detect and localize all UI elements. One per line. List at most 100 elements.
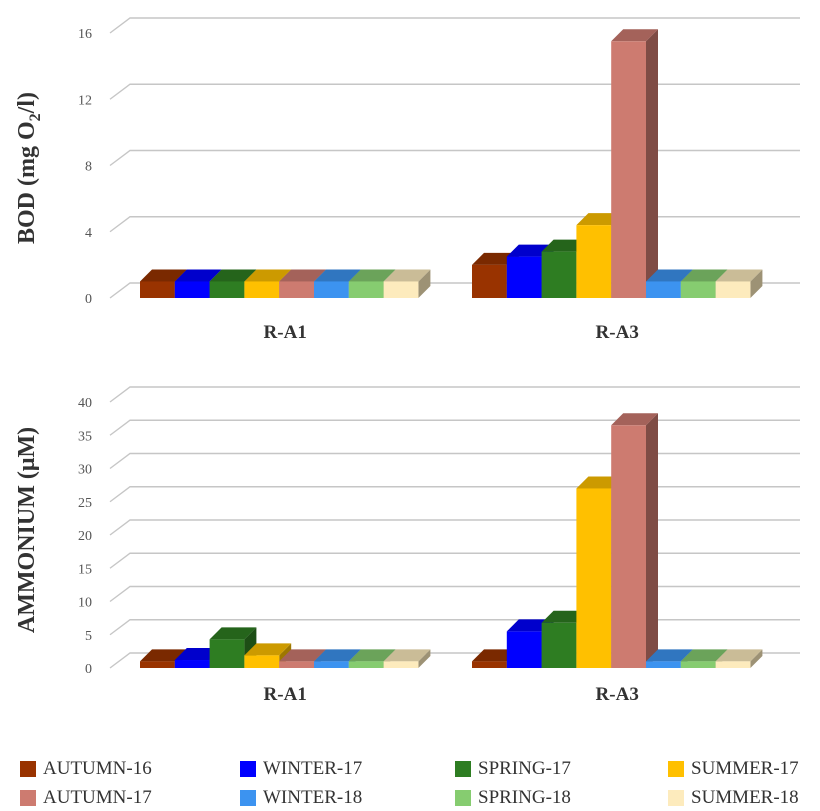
bar-top: [383, 269, 431, 282]
gridline: [109, 386, 800, 403]
bar: [506, 256, 542, 298]
bar-side: [750, 269, 763, 298]
legend-swatch: [455, 761, 471, 777]
category-label: R-A3: [596, 322, 639, 343]
legend-item-spring-18: SPRING-18: [455, 785, 571, 811]
legend-item-autumn-17: AUTUMN-17: [20, 785, 152, 811]
legend-item-spring-17: SPRING-17: [455, 756, 571, 782]
legend-item-winter-17: WINTER-17: [240, 756, 362, 782]
bar: [140, 661, 175, 668]
y-tick-label: 35: [78, 429, 92, 444]
y-tick-label: 30: [78, 463, 92, 478]
bar-top: [140, 269, 187, 282]
bar-top: [646, 649, 693, 662]
bar-top: [209, 627, 257, 640]
bar: [279, 661, 314, 668]
bar: [506, 631, 542, 668]
bar: [715, 661, 751, 668]
gridline: [109, 585, 800, 603]
bar: [314, 661, 349, 668]
category-label: R-A1: [264, 322, 307, 343]
bar-top: [348, 269, 396, 282]
bar: [680, 661, 716, 668]
bar: [611, 425, 646, 668]
bar-top: [646, 269, 693, 282]
bar: [680, 281, 716, 298]
bar: [383, 281, 419, 298]
gridline: [109, 486, 800, 503]
bar-top: [715, 269, 763, 282]
legend-swatch: [668, 761, 684, 777]
legend-label: SUMMER-17: [691, 758, 799, 779]
bar: [576, 225, 612, 298]
bar: [314, 281, 349, 298]
bar-top: [314, 269, 361, 282]
bar-side: [646, 29, 658, 298]
legend-swatch: [240, 761, 256, 777]
bar: [279, 281, 314, 298]
bar: [348, 661, 384, 668]
bar-top: [680, 269, 728, 282]
bar: [383, 661, 419, 668]
bar-side: [750, 649, 763, 668]
y-tick-label: 0: [85, 292, 92, 307]
bar-top: [244, 269, 292, 282]
bar: [174, 660, 210, 668]
legend: AUTUMN-16 WINTER-17 SPRING-17 SUMMER-17 …: [20, 748, 820, 810]
y-tick-label: 8: [85, 160, 92, 175]
chart-figure: 0 4 8 12 16 BOD (mg O2/l) R-A1 R-A3 0 5 10 15 20 25 30…: [14, 17, 800, 705]
gridline: [109, 149, 800, 167]
y-tick-label: 15: [78, 562, 92, 577]
gridline: [109, 216, 800, 233]
y-tick-label: 5: [85, 629, 92, 644]
bar-top: [279, 269, 326, 282]
bar-top: [715, 649, 763, 662]
legend-label: WINTER-17: [263, 758, 363, 779]
y-tick-label: 20: [78, 529, 92, 544]
bar: [209, 281, 245, 298]
bar-top: [611, 29, 658, 42]
bar: [646, 281, 681, 298]
legend-swatch: [240, 790, 256, 806]
y-tick-label: 0: [85, 662, 92, 677]
bar-top: [140, 649, 187, 662]
bar-top: [383, 649, 431, 662]
bar-top: [314, 649, 361, 662]
gridline: [109, 83, 800, 100]
gridline: [109, 419, 800, 436]
legend-label: AUTUMN-17: [43, 787, 152, 808]
bar: [576, 488, 612, 668]
legend-label: WINTER-18: [263, 787, 363, 808]
y-tick-label: 4: [85, 226, 92, 241]
legend-item-winter-18: WINTER-18: [240, 785, 362, 811]
legend-label: SUMMER-18: [691, 787, 799, 808]
gridline: [109, 519, 800, 536]
bar-top: [279, 649, 326, 662]
legend-label: SPRING-17: [478, 758, 571, 779]
bar: [244, 655, 280, 668]
legend-item-autumn-16: AUTUMN-16: [20, 756, 152, 782]
y-axis-title: BOD (mg O2/l): [14, 92, 44, 244]
y-tick-label: 25: [78, 496, 92, 511]
gridline: [109, 452, 800, 470]
category-label: R-A3: [596, 684, 639, 705]
legend-swatch: [20, 761, 36, 777]
legend-swatch: [20, 790, 36, 806]
bar: [715, 281, 751, 298]
y-tick-label: 40: [78, 396, 92, 411]
category-label: R-A1: [264, 684, 307, 705]
bar: [174, 281, 210, 298]
y-tick-label: 10: [78, 596, 92, 611]
gridline: [109, 17, 800, 34]
gridline: [109, 552, 800, 569]
bar: [611, 41, 646, 298]
bar-top: [680, 649, 728, 662]
legend-swatch: [455, 790, 471, 806]
bar: [209, 639, 245, 668]
bar: [140, 281, 175, 298]
legend-label: SPRING-18: [478, 787, 571, 808]
bar-top: [348, 649, 396, 662]
bar-side: [646, 413, 658, 668]
bar-top: [611, 413, 658, 426]
legend-swatch: [668, 790, 684, 806]
